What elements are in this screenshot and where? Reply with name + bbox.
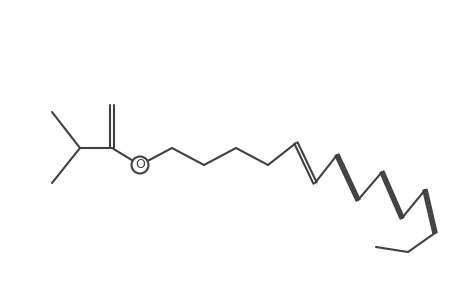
Circle shape: [131, 157, 148, 173]
Text: O: O: [135, 158, 145, 172]
